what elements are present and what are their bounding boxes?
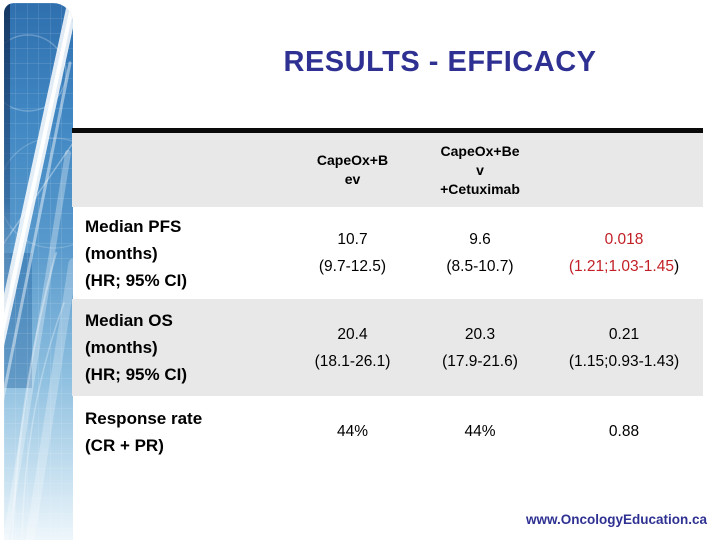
efficacy-table: CapeOx+B ev CapeOx+Be v +Cetuximab Media…: [72, 128, 703, 467]
header-empty-stat-cell: [545, 133, 703, 207]
stat-value: 0.21 (1.15;0.93-1.43): [569, 321, 679, 375]
stat-value-cell: 0.88: [545, 396, 703, 467]
stat-value: 0.88: [609, 418, 639, 445]
table-row-median-pfs: Median PFS (months) (HR; 95% CI) 10.7 (9…: [72, 207, 703, 299]
capeox-bev-value: 44%: [336, 423, 369, 440]
header-empty-label-cell: [72, 133, 290, 207]
stat-value-suffix: ): [673, 258, 680, 275]
header-capeox-bev-cetuximab-cell: CapeOx+Be v +Cetuximab: [415, 133, 545, 207]
capeox-bev-cetuximab-value-cell: 9.6 (8.5-10.7): [415, 207, 545, 299]
capeox-bev-cetuximab-value: 9.6 (8.5-10.7): [446, 231, 514, 275]
header-capeox-bev-cetuximab-label: CapeOx+Be v +Cetuximab: [440, 142, 520, 197]
stat-value-main: 0.21 (1.15;0.93-1.43): [568, 325, 680, 370]
stat-value-cell: 0.018 (1.21;1.03-1.45): [545, 207, 703, 299]
capeox-bev-value-cell: 20.4 (18.1-26.1): [290, 299, 415, 396]
stat-value-main: 0.018 (1.21;1.03-1.45: [568, 231, 674, 275]
decorative-sidebar-artwork: [4, 3, 73, 540]
table-row-median-os: Median OS (months) (HR; 95% CI) 20.4 (18…: [72, 299, 703, 396]
stat-value-main: 0.88: [608, 423, 640, 440]
capeox-bev-value: 20.4 (18.1-26.1): [314, 325, 391, 370]
header-capeox-bev-label: CapeOx+B ev: [316, 152, 389, 187]
table-header-row: CapeOx+B ev CapeOx+Be v +Cetuximab: [72, 133, 703, 207]
capeox-bev-value-cell: 10.7 (9.7-12.5): [290, 207, 415, 299]
capeox-bev-value: 10.7 (9.7-12.5): [318, 231, 387, 275]
stat-value: 0.018 (1.21;1.03-1.45): [569, 226, 679, 280]
row-label-cell: Response rate (CR + PR): [72, 396, 290, 467]
footer-url: www.OncologyEducation.ca: [525, 512, 707, 527]
row-label: Median OS (months) (HR; 95% CI): [85, 311, 188, 384]
stat-value-cell: 0.21 (1.15;0.93-1.43): [545, 299, 703, 396]
capeox-bev-cetuximab-value-cell: 44%: [415, 396, 545, 467]
capeox-bev-cetuximab-value: 44%: [464, 423, 496, 440]
blueprint-graphic-icon: [4, 3, 73, 540]
capeox-bev-value-cell: 44%: [290, 396, 415, 467]
table-row-response-rate: Response rate (CR + PR) 44% 44% 0.88: [72, 396, 703, 467]
row-label-cell: Median OS (months) (HR; 95% CI): [72, 299, 290, 396]
capeox-bev-cetuximab-value: 20.3 (17.9-21.6): [442, 325, 518, 370]
slide-title: RESULTS - EFFICACY: [283, 46, 597, 78]
capeox-bev-cetuximab-value-cell: 20.3 (17.9-21.6): [415, 299, 545, 396]
row-label: Response rate (CR + PR): [85, 408, 203, 455]
row-label-cell: Median PFS (months) (HR; 95% CI): [72, 207, 290, 299]
header-capeox-bev-cell: CapeOx+B ev: [290, 133, 415, 207]
row-label: Median PFS (months) (HR; 95% CI): [85, 216, 188, 290]
